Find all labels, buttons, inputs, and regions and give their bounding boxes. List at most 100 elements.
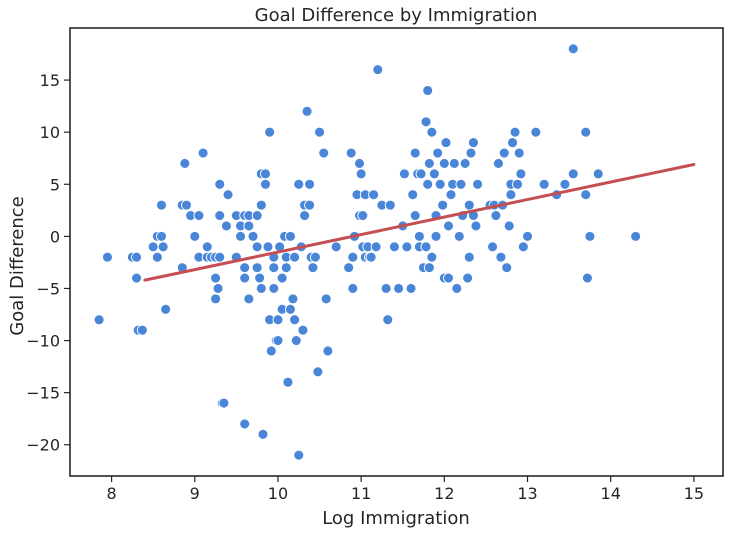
- x-axis-label: Log Immigration: [322, 508, 470, 529]
- data-point: [268, 262, 280, 274]
- data-point: [301, 105, 313, 117]
- data-point: [290, 335, 302, 347]
- y-tick-label: 0: [50, 227, 60, 246]
- data-point: [181, 199, 192, 211]
- data-point: [251, 210, 263, 221]
- data-point: [243, 293, 255, 305]
- x-tick-label: 14: [601, 484, 621, 503]
- data-point: [382, 314, 394, 326]
- data-point: [465, 147, 477, 159]
- data-point: [268, 283, 280, 294]
- data-point: [559, 178, 571, 190]
- data-point: [293, 449, 305, 461]
- data-point: [272, 314, 284, 326]
- data-point: [415, 168, 427, 180]
- data-point: [507, 137, 518, 149]
- data-point: [309, 251, 321, 263]
- data-point: [538, 178, 550, 190]
- data-point: [512, 178, 523, 190]
- data-point: [409, 147, 421, 159]
- data-point: [467, 137, 479, 149]
- x-tick-label: 8: [106, 484, 116, 503]
- data-point: [409, 210, 421, 221]
- data-point: [214, 210, 226, 221]
- data-point: [423, 262, 435, 274]
- data-point: [251, 241, 263, 253]
- data-point: [530, 126, 542, 138]
- data-point: [299, 210, 311, 221]
- y-tick-label: −20: [26, 436, 60, 455]
- data-point: [505, 189, 517, 201]
- data-point: [330, 241, 342, 253]
- data-point: [492, 157, 504, 169]
- data-point: [262, 241, 274, 253]
- data-point: [289, 251, 301, 263]
- data-point: [343, 262, 355, 274]
- data-point: [490, 210, 502, 221]
- data-point: [513, 147, 525, 159]
- data-point: [432, 147, 444, 159]
- data-point: [251, 262, 263, 274]
- trend-line: [143, 162, 696, 282]
- data-point: [193, 210, 205, 221]
- data-point: [131, 272, 142, 284]
- data-point: [453, 230, 465, 242]
- data-point: [372, 64, 384, 76]
- data-point: [93, 314, 105, 326]
- data-point: [282, 376, 294, 388]
- data-point: [260, 178, 271, 190]
- x-tick-label: 13: [517, 484, 537, 503]
- data-point: [515, 168, 527, 180]
- data-point: [580, 189, 592, 201]
- data-point: [580, 126, 592, 138]
- y-tick-label: −5: [36, 279, 60, 298]
- data-point: [284, 303, 296, 315]
- data-point: [368, 189, 380, 201]
- data-point: [264, 126, 276, 138]
- data-point: [463, 251, 475, 263]
- data-point: [470, 220, 482, 232]
- data-point: [197, 147, 209, 159]
- data-point: [428, 168, 440, 180]
- data-point: [517, 241, 529, 253]
- data-point: [567, 43, 579, 55]
- y-axis-label: Goal Difference: [7, 196, 28, 336]
- data-point: [156, 230, 167, 242]
- data-point: [214, 251, 226, 263]
- data-point: [384, 199, 396, 211]
- data-point: [355, 168, 367, 180]
- data-point: [522, 230, 533, 242]
- data-point: [156, 199, 167, 211]
- trend-line-layer: [143, 162, 696, 282]
- data-point: [218, 397, 230, 409]
- data-point: [388, 241, 400, 253]
- data-point: [214, 178, 226, 190]
- data-point: [503, 220, 515, 232]
- data-point: [312, 366, 324, 378]
- data-point: [160, 303, 172, 315]
- x-tick-label: 15: [684, 484, 704, 503]
- data-point: [284, 230, 296, 242]
- data-point: [131, 251, 142, 263]
- data-point: [401, 241, 413, 253]
- data-point: [347, 283, 359, 294]
- data-point: [498, 147, 510, 159]
- data-point: [297, 324, 309, 336]
- data-point: [314, 126, 326, 138]
- data-point: [592, 168, 604, 180]
- data-point: [210, 272, 222, 284]
- data-point: [354, 157, 365, 169]
- data-point: [423, 157, 435, 169]
- data-point: [320, 293, 332, 305]
- data-point: [239, 418, 251, 430]
- data-point: [322, 345, 334, 357]
- data-point: [147, 241, 159, 253]
- data-point: [318, 147, 330, 159]
- data-point: [365, 251, 377, 263]
- data-point: [462, 272, 474, 284]
- data-point: [581, 272, 593, 284]
- data-point: [289, 314, 301, 326]
- data-point: [422, 178, 434, 190]
- data-point: [434, 178, 446, 190]
- plot-frame: [69, 27, 724, 477]
